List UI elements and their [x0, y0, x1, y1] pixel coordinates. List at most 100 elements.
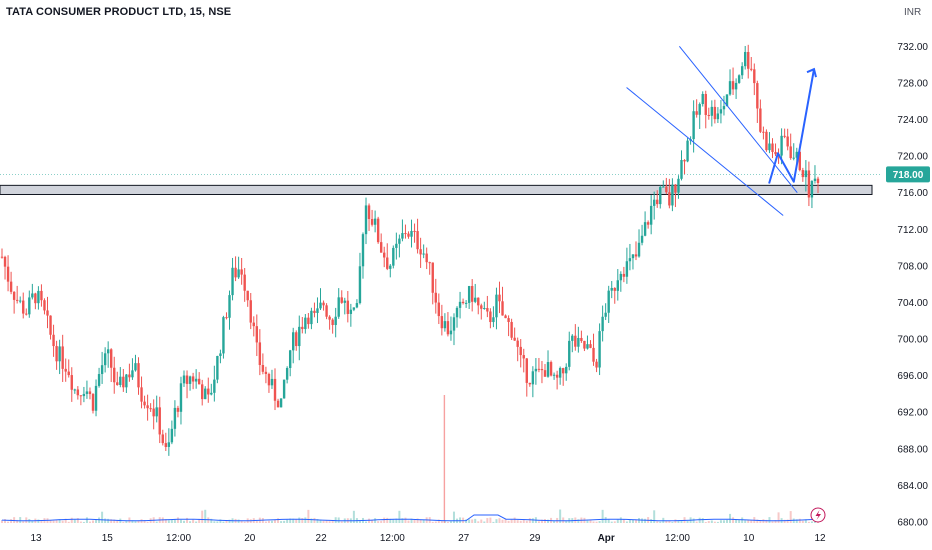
- candle-body: [665, 186, 668, 193]
- candle-body: [401, 233, 404, 239]
- candle-body: [201, 384, 204, 400]
- volume-bar: [122, 521, 125, 523]
- candle-body: [73, 389, 77, 391]
- volume-bar: [155, 521, 158, 523]
- volume-bar: [622, 519, 625, 523]
- volume-bar: [392, 519, 395, 523]
- candle-body: [728, 81, 732, 95]
- candle-body: [240, 269, 243, 275]
- volume-bar: [522, 519, 525, 523]
- volume-bar: [413, 519, 416, 523]
- x-tick-label: 12:00: [665, 533, 690, 544]
- candle-body: [328, 316, 331, 320]
- candle-body: [489, 311, 492, 323]
- candle-body: [477, 297, 480, 306]
- candle-body: [125, 374, 128, 388]
- volume-bar: [771, 521, 774, 523]
- candle-body: [128, 374, 131, 378]
- candle-body: [574, 335, 577, 347]
- candle-body: [161, 434, 164, 444]
- volume-bar: [807, 521, 810, 523]
- candle-body: [743, 51, 747, 67]
- candle-body: [446, 321, 450, 335]
- volume-bar: [446, 521, 449, 523]
- candle-body: [207, 388, 210, 395]
- candle-body: [194, 378, 198, 382]
- flash-icon[interactable]: [810, 507, 826, 523]
- candle-body: [179, 383, 183, 412]
- candle-body: [313, 310, 316, 313]
- candle-body: [804, 170, 808, 178]
- volume-bar: [283, 520, 286, 523]
- volume-bar: [452, 511, 455, 523]
- volume-bar: [631, 519, 634, 523]
- volume-bar: [750, 520, 753, 523]
- candle-body: [753, 69, 756, 84]
- volume-bar: [459, 517, 462, 523]
- candle-body: [149, 408, 152, 410]
- volume-bar: [798, 518, 801, 523]
- candle-body: [231, 267, 234, 296]
- volume-bar: [710, 520, 713, 523]
- volume-bar: [668, 520, 671, 523]
- volume-bar: [553, 520, 556, 523]
- candle-body: [810, 180, 814, 198]
- volume-bar: [37, 519, 40, 523]
- volume-bar: [85, 517, 88, 523]
- volume-bar: [707, 521, 710, 523]
- candle-body: [64, 368, 67, 372]
- candle-body: [604, 312, 607, 317]
- volume-bar: [440, 520, 443, 523]
- volume-bar: [19, 517, 22, 523]
- volume-bar: [619, 517, 622, 523]
- candle-body: [140, 387, 143, 402]
- volume-bar: [768, 517, 771, 523]
- volume-bar: [719, 520, 722, 523]
- candle-body: [22, 300, 25, 314]
- volume-bar: [586, 520, 589, 523]
- candle-body: [795, 151, 798, 158]
- candle-body: [483, 308, 486, 310]
- candle-body: [565, 366, 568, 374]
- candle-body: [458, 301, 462, 308]
- candle-body: [519, 346, 522, 356]
- volume-bar: [98, 517, 101, 523]
- volume-bar: [598, 520, 601, 523]
- candle-body: [243, 274, 246, 291]
- candle-body: [616, 280, 619, 291]
- candle-body: [273, 378, 277, 401]
- candle-body: [628, 258, 632, 262]
- candle-body: [428, 262, 431, 264]
- candle-body: [155, 407, 158, 417]
- volume-bar: [510, 519, 513, 523]
- volume-bar: [732, 517, 735, 523]
- volume-bar: [801, 520, 804, 523]
- volume-bar: [559, 509, 562, 523]
- volume-bar: [116, 520, 119, 523]
- candle-body: [119, 376, 122, 385]
- volume-bar: [189, 521, 192, 523]
- volume-bar: [82, 521, 85, 523]
- y-tick-label: 728.00: [897, 78, 928, 89]
- candle-body: [792, 157, 795, 159]
- candle-body: [261, 364, 265, 372]
- candle-body: [173, 407, 177, 429]
- volume-bar: [507, 520, 510, 523]
- candle-body: [292, 332, 295, 351]
- y-tick-label: 716.00: [897, 188, 928, 199]
- candle-body: [270, 378, 274, 386]
- volume-bar: [525, 520, 528, 523]
- volume-bar: [125, 521, 128, 523]
- candle-body: [264, 371, 268, 374]
- volume-bar: [198, 518, 201, 523]
- candle-body: [656, 199, 659, 205]
- candle-body: [222, 317, 225, 354]
- volume-bar: [659, 521, 662, 523]
- candle-body: [416, 231, 419, 250]
- candle-body: [750, 68, 753, 70]
- volume-bar: [325, 520, 328, 523]
- candle-body: [580, 337, 583, 341]
- volume-bar: [701, 518, 704, 523]
- volume-bar: [167, 520, 170, 523]
